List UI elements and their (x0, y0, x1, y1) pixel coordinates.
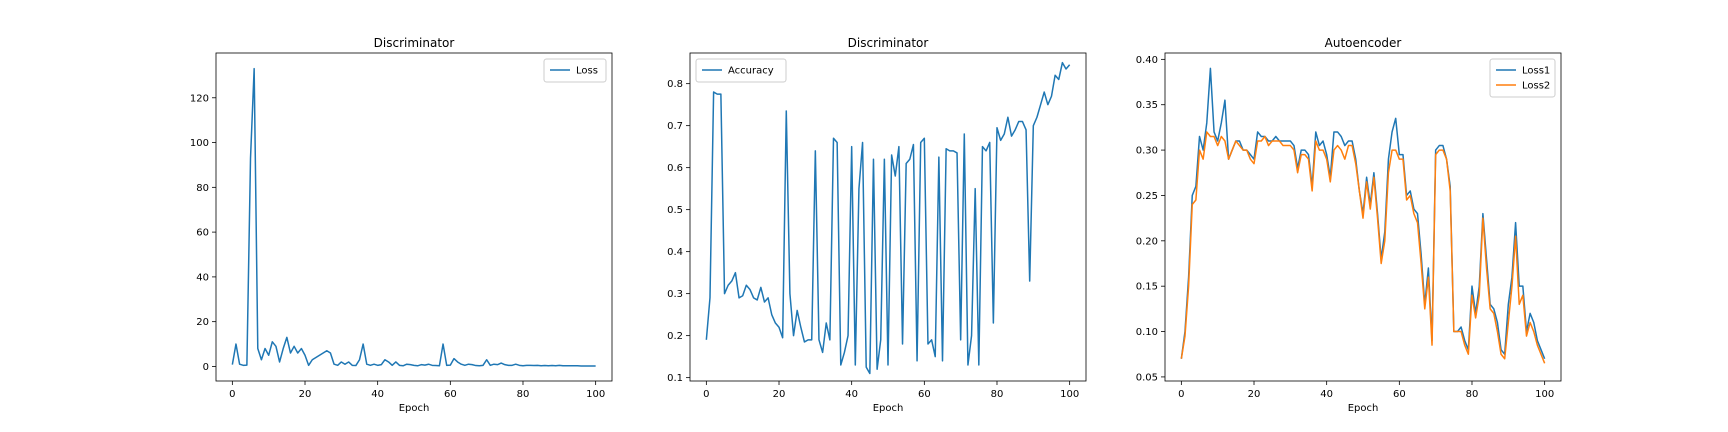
legend-box (1489, 58, 1556, 98)
x-tick-label: 40 (845, 389, 858, 400)
x-tick-label: 0 (1178, 389, 1184, 400)
x-tick-label: 0 (229, 389, 235, 400)
y-tick-label: 0.3 (667, 289, 683, 300)
y-tick-label: 20 (196, 317, 209, 328)
legend-label: Loss2 (1522, 81, 1550, 92)
plot-frame (215, 52, 613, 382)
x-tick-label: 80 (1466, 389, 1479, 400)
series-line-loss (231, 67, 596, 367)
legend-box (695, 58, 787, 83)
y-tick-label: 0.30 (1136, 146, 1158, 157)
legend-label: Loss1 (1522, 66, 1550, 77)
legend: Loss1 Loss2 (1489, 58, 1556, 98)
legend: Loss (543, 58, 607, 83)
y-tick-label: 0.7 (667, 121, 683, 132)
chart-title: Discriminator (848, 36, 929, 50)
legend-box (543, 58, 607, 83)
x-tick-label: 100 (1535, 389, 1554, 400)
legend-label: Loss (576, 66, 598, 77)
y-tick-label: 40 (196, 272, 209, 283)
x-tick-label: 40 (371, 389, 384, 400)
y-tick-label: 100 (190, 138, 209, 149)
x-tick-label: 0 (703, 389, 709, 400)
y-tick-label: 0.05 (1136, 372, 1158, 383)
x-tick-label: 20 (773, 389, 786, 400)
chart-title: Autoencoder (1325, 36, 1402, 50)
y-tick-label: 0.15 (1136, 282, 1158, 293)
y-tick-label: 0.40 (1136, 55, 1158, 66)
x-tick-label: 80 (991, 389, 1004, 400)
x-axis-label: Epoch (399, 403, 430, 414)
y-tick-label: 0.5 (667, 205, 683, 216)
x-tick-label: 100 (1060, 389, 1079, 400)
x-tick-label: 60 (918, 389, 931, 400)
x-tick-label: 20 (299, 389, 312, 400)
plot-frame (1164, 52, 1562, 382)
x-tick-label: 40 (1320, 389, 1333, 400)
x-tick-label: 100 (586, 389, 605, 400)
y-tick-label: 0.8 (667, 79, 683, 90)
x-axis-label: Epoch (873, 403, 904, 414)
y-tick-label: 0.35 (1136, 100, 1158, 111)
y-tick-label: 0.10 (1136, 327, 1158, 338)
series-line-accuracy (705, 61, 1071, 375)
y-tick-label: 60 (196, 228, 209, 239)
y-tick-label: 0.20 (1136, 236, 1158, 247)
x-tick-label: 20 (1248, 389, 1261, 400)
chart-discriminator-accuracy: 0 20 40 60 80 100 0.1 0.2 0.3 0.4 0.5 0.6 0.7 0.8 Disc… (667, 36, 1087, 414)
y-tick-label: 0.6 (667, 163, 683, 174)
y-tick-label: 0.1 (667, 373, 683, 384)
x-tick-label: 80 (517, 389, 530, 400)
y-tick-label: 0 (203, 362, 209, 373)
y-tick-label: 0.2 (667, 331, 683, 342)
chart-title: Discriminator (374, 36, 455, 50)
chart-autoencoder: 0 20 40 60 80 100 0.05 0.10 0.15 0.20 0.25 0.30 0.35… (1136, 36, 1562, 414)
plot-frame (689, 52, 1087, 382)
chart-discriminator-loss: 0 20 40 60 80 100 0 20 40 60 80 100 120 Discriminator… (190, 36, 613, 414)
series-line-loss2 (1180, 131, 1546, 364)
y-tick-label: 80 (196, 183, 209, 194)
legend-label: Accuracy (728, 66, 774, 77)
x-axis-label: Epoch (1348, 403, 1379, 414)
y-tick-label: 0.25 (1136, 191, 1158, 202)
x-tick-label: 60 (1393, 389, 1406, 400)
y-tick-label: 0.4 (667, 247, 683, 258)
y-tick-label: 120 (190, 93, 209, 104)
legend: Accuracy (695, 58, 787, 83)
x-tick-label: 60 (444, 389, 457, 400)
